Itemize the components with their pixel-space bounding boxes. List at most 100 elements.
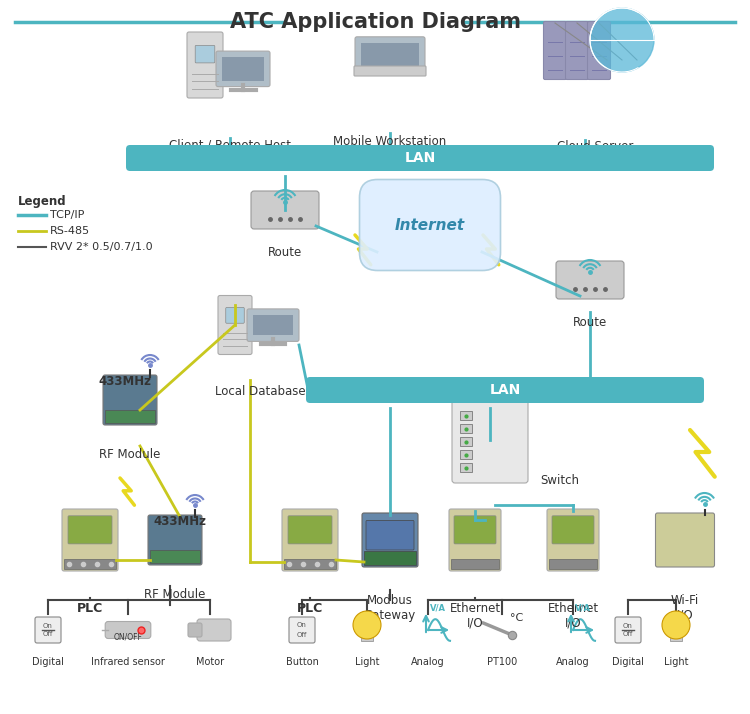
FancyBboxPatch shape <box>35 617 61 643</box>
FancyBboxPatch shape <box>460 463 472 472</box>
Text: Digital: Digital <box>32 657 64 667</box>
Text: ATC Application Diagram: ATC Application Diagram <box>230 12 520 32</box>
FancyBboxPatch shape <box>282 509 338 571</box>
FancyBboxPatch shape <box>361 632 373 641</box>
FancyBboxPatch shape <box>587 21 610 79</box>
Text: On: On <box>43 623 53 629</box>
FancyBboxPatch shape <box>449 509 501 571</box>
Text: Off: Off <box>297 632 307 638</box>
FancyBboxPatch shape <box>150 550 200 563</box>
FancyBboxPatch shape <box>187 32 223 98</box>
Circle shape <box>353 611 381 639</box>
FancyBboxPatch shape <box>364 551 416 565</box>
FancyBboxPatch shape <box>354 66 426 76</box>
Text: PLC: PLC <box>297 602 323 615</box>
Text: LAN: LAN <box>404 151 436 165</box>
FancyBboxPatch shape <box>103 375 157 425</box>
Text: Digital: Digital <box>612 657 644 667</box>
Text: Motor: Motor <box>196 657 224 667</box>
Text: Legend: Legend <box>18 195 67 208</box>
FancyBboxPatch shape <box>197 619 231 641</box>
FancyBboxPatch shape <box>460 424 472 433</box>
FancyBboxPatch shape <box>454 516 496 544</box>
Text: Modbus
Gateway: Modbus Gateway <box>364 594 416 622</box>
Text: V/A: V/A <box>430 604 446 613</box>
FancyBboxPatch shape <box>126 145 714 171</box>
Text: Local Database: Local Database <box>214 385 305 398</box>
Text: PT100: PT100 <box>487 657 518 667</box>
FancyBboxPatch shape <box>68 516 112 544</box>
FancyBboxPatch shape <box>556 261 624 299</box>
FancyBboxPatch shape <box>656 513 715 567</box>
FancyBboxPatch shape <box>552 516 594 544</box>
Text: Mobile Workstation: Mobile Workstation <box>333 135 447 148</box>
Circle shape <box>590 8 654 72</box>
Text: Light: Light <box>664 657 688 667</box>
Text: LAN: LAN <box>489 383 520 397</box>
FancyBboxPatch shape <box>105 410 155 423</box>
Text: TCP/IP: TCP/IP <box>50 210 84 220</box>
Text: 433MHz: 433MHz <box>98 375 152 388</box>
FancyBboxPatch shape <box>284 558 336 569</box>
FancyBboxPatch shape <box>247 309 299 341</box>
Text: On: On <box>623 623 633 629</box>
FancyBboxPatch shape <box>544 21 566 79</box>
FancyBboxPatch shape <box>195 46 214 63</box>
FancyBboxPatch shape <box>362 513 418 567</box>
FancyBboxPatch shape <box>64 558 116 569</box>
Text: Client / Remote Host: Client / Remote Host <box>169 138 291 151</box>
FancyBboxPatch shape <box>253 315 293 336</box>
Text: Route: Route <box>268 246 302 259</box>
FancyBboxPatch shape <box>366 521 414 550</box>
FancyBboxPatch shape <box>355 37 425 72</box>
Text: RF Module: RF Module <box>144 588 206 601</box>
FancyBboxPatch shape <box>460 437 472 446</box>
Text: Off: Off <box>43 631 53 637</box>
Text: PLC: PLC <box>76 602 103 615</box>
Text: Route: Route <box>573 316 608 329</box>
Text: Button: Button <box>286 657 319 667</box>
Circle shape <box>662 611 690 639</box>
FancyBboxPatch shape <box>670 632 682 641</box>
FancyBboxPatch shape <box>288 516 332 544</box>
FancyBboxPatch shape <box>359 179 500 271</box>
Text: 433MHz: 433MHz <box>154 515 206 528</box>
Text: ON/OFF: ON/OFF <box>113 632 142 641</box>
Text: Cloud Server: Cloud Server <box>556 140 633 153</box>
Text: Infrared sensor: Infrared sensor <box>91 657 165 667</box>
FancyBboxPatch shape <box>549 558 597 569</box>
FancyBboxPatch shape <box>289 617 315 643</box>
Text: V/A: V/A <box>575 604 591 613</box>
FancyBboxPatch shape <box>306 377 704 403</box>
FancyBboxPatch shape <box>251 191 319 229</box>
FancyBboxPatch shape <box>218 296 252 354</box>
FancyBboxPatch shape <box>547 509 599 571</box>
FancyBboxPatch shape <box>226 308 245 323</box>
Text: On: On <box>297 622 307 628</box>
Text: RS-485: RS-485 <box>50 226 90 236</box>
Text: Wi-Fi
I/O: Wi-Fi I/O <box>670 594 699 622</box>
FancyBboxPatch shape <box>222 57 264 81</box>
FancyBboxPatch shape <box>615 617 641 643</box>
Text: Light: Light <box>355 657 380 667</box>
FancyBboxPatch shape <box>188 623 202 637</box>
Text: Internet: Internet <box>395 218 465 233</box>
Text: °C: °C <box>510 613 523 623</box>
FancyBboxPatch shape <box>451 558 499 569</box>
FancyBboxPatch shape <box>105 621 151 638</box>
FancyBboxPatch shape <box>361 43 419 66</box>
Text: RF Module: RF Module <box>99 448 160 461</box>
FancyBboxPatch shape <box>452 397 528 483</box>
FancyBboxPatch shape <box>216 51 270 86</box>
Text: RVV 2* 0.5/0.7/1.0: RVV 2* 0.5/0.7/1.0 <box>50 242 153 252</box>
FancyBboxPatch shape <box>62 509 118 571</box>
Text: Analog: Analog <box>411 657 445 667</box>
FancyBboxPatch shape <box>566 21 589 79</box>
Text: Analog: Analog <box>556 657 590 667</box>
Text: Ethernet
I/O: Ethernet I/O <box>548 602 598 630</box>
Text: Ethernet
I/O: Ethernet I/O <box>449 602 500 630</box>
FancyBboxPatch shape <box>460 450 472 459</box>
Text: Switch: Switch <box>540 473 579 486</box>
Text: Off: Off <box>622 631 633 637</box>
FancyBboxPatch shape <box>460 411 472 420</box>
